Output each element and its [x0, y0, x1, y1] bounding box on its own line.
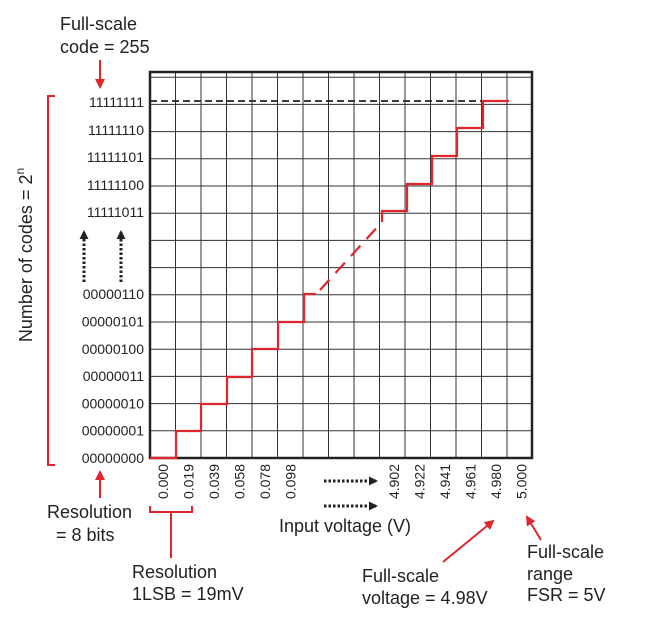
staircase-break-dashes: [319, 221, 383, 291]
chart-frame: [148, 70, 534, 460]
x-tick-label: 4.902: [386, 464, 402, 499]
y-code-label: 00000001: [82, 423, 145, 439]
y-code-label: 00000110: [83, 286, 144, 302]
y-code-label: 00000100: [82, 341, 145, 357]
x-tick-label: 0.078: [257, 464, 273, 499]
x-tick-label: 4.980: [488, 464, 504, 499]
full-scale-code-line1: Full-scale: [60, 14, 137, 34]
y-code-label: 11111110: [88, 122, 144, 138]
full-scale-range-line2: range: [527, 564, 573, 584]
number-of-codes-label: Number of codes = 2n: [13, 168, 36, 342]
full-scale-code-line2: code = 255: [60, 37, 150, 57]
y-code-label: 00000011: [83, 368, 144, 384]
y-code-label: 00000000: [82, 450, 145, 466]
full-scale-voltage-line1: Full-scale: [362, 566, 439, 586]
y-code-label: 11111111: [89, 94, 144, 110]
full-scale-range-line3: FSR = 5V: [527, 585, 606, 605]
x-tick-label: 4.922: [412, 464, 428, 499]
full-scale-range-line1: Full-scale: [527, 542, 604, 562]
resolution-bits-line1: Resolution: [47, 502, 132, 522]
full-scale-voltage-arrow: [442, 519, 495, 563]
chart-grid: [150, 72, 532, 458]
lsb-bracket: [149, 506, 193, 513]
number-of-codes-bracket: [47, 95, 55, 466]
x-tick-label: 5.000: [514, 464, 530, 499]
y-code-label: 11111101: [87, 149, 144, 165]
staircase-upper: [380, 99, 509, 222]
resolution-bits-line2: = 8 bits: [56, 525, 115, 545]
y-code-label: 11111100: [87, 177, 144, 193]
y-code-label: 00000101: [82, 314, 145, 330]
y-code-label: 11111011: [87, 204, 144, 220]
x-tick-label: 4.941: [437, 464, 453, 499]
full-scale-voltage-line2: voltage = 4.98V: [362, 588, 488, 608]
full-scale-range-arrow: [525, 515, 542, 541]
x-axis-label: Input voltage (V): [279, 516, 411, 536]
resolution-lsb-line1: Resolution: [132, 562, 217, 582]
x-tick-label: 4.961: [463, 464, 479, 499]
x-tick-label: 0.098: [283, 464, 299, 499]
x-tick-label: 0.058: [232, 464, 248, 499]
x-tick-label: 0.039: [206, 464, 222, 499]
resolution-lsb-line2: 1LSB = 19mV: [132, 584, 244, 604]
x-tick-label: 0.019: [181, 464, 197, 499]
y-code-label: 00000010: [82, 395, 145, 411]
staircase-lower: [150, 292, 316, 460]
x-tick-label: 0.000: [155, 464, 171, 499]
